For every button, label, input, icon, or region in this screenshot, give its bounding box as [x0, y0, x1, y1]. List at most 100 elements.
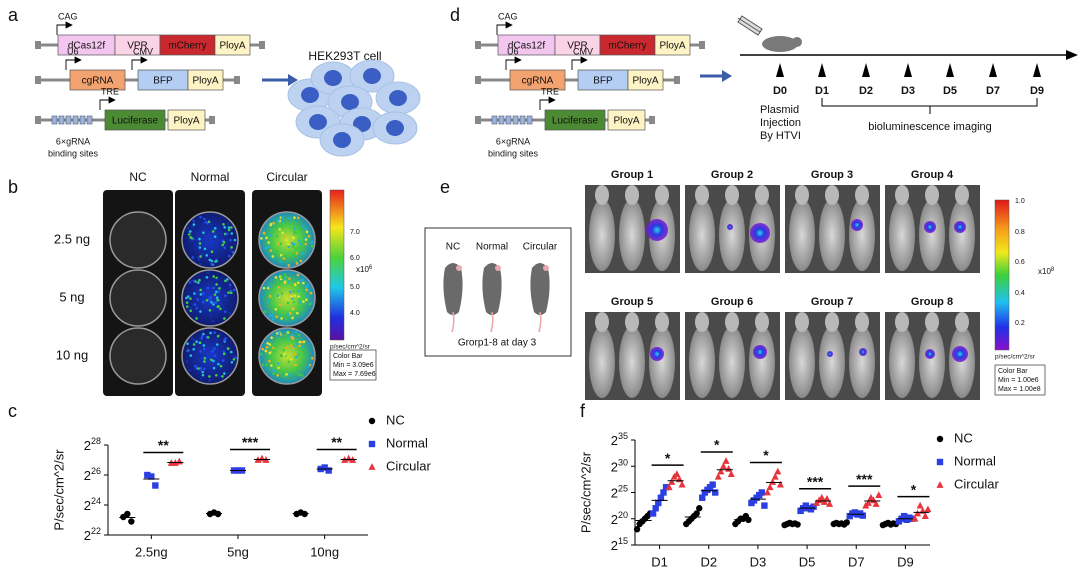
column-label: Circular [266, 170, 307, 184]
colorbar-box-line: Min = 3.09e6 [333, 362, 374, 369]
signal-speck [209, 223, 213, 226]
signal-speck [305, 230, 309, 234]
backbone-end [234, 76, 240, 84]
binding-site [58, 115, 65, 125]
bioluminescence-signal [650, 347, 664, 361]
signal-speck [196, 256, 200, 259]
gene-part-label: cgRNA [522, 76, 554, 87]
data-point [124, 510, 131, 518]
site-note: 6×gRNA [56, 136, 90, 146]
colorbar-tick: 0.8 [1015, 229, 1025, 236]
signal-speck [302, 225, 305, 228]
signal-speck [221, 243, 224, 247]
signal-speck [284, 275, 288, 279]
signal-speck [298, 340, 302, 344]
signal-speck [208, 298, 211, 301]
cartoon-mouse [530, 263, 550, 315]
data-point [660, 489, 667, 496]
cartoon-ear [456, 265, 462, 271]
signal-speck [213, 293, 217, 296]
signal-speck [299, 259, 303, 263]
signal-speck [227, 254, 231, 258]
group-label: Group 2 [711, 169, 753, 181]
signal-speck [192, 347, 196, 351]
signal-speck [195, 340, 198, 344]
well [258, 269, 316, 327]
data-point [900, 512, 908, 520]
signal-speck [294, 330, 298, 334]
signal-speck [219, 307, 222, 311]
bioluminescence-signal [924, 221, 936, 233]
promoter-arrow [505, 56, 522, 70]
colorbar-tick: 0.2 [1015, 320, 1025, 327]
signal-speck [216, 298, 219, 302]
signal-speck [311, 356, 314, 360]
flow-arrow-head [288, 74, 298, 86]
signal-speck [198, 242, 202, 245]
signal-speck [277, 366, 280, 370]
signal-speck [197, 258, 201, 262]
signal-speck [191, 256, 195, 259]
signal-speck [297, 281, 300, 285]
tick-exponent: 24 [91, 496, 101, 506]
signal-speck [259, 352, 263, 356]
data-point [727, 470, 735, 478]
mouse-body [789, 326, 815, 398]
signal-speck [192, 220, 195, 224]
signal-speck [287, 360, 290, 364]
signal-speck [265, 345, 269, 349]
signal-speck [285, 317, 288, 320]
mouse-head [925, 312, 939, 332]
bioluminescence-signal [851, 219, 863, 231]
x-tick-label: 2.5ng [135, 544, 168, 559]
signal-speck [307, 234, 311, 238]
signal-speck [272, 250, 276, 253]
signal-speck [305, 298, 308, 302]
inset-label: Circular [523, 242, 558, 253]
signal-speck [210, 259, 214, 263]
binding-site [512, 115, 519, 125]
signal-speck [205, 298, 209, 302]
data-point [696, 505, 703, 512]
nucleus [309, 114, 327, 130]
mouse-body [589, 199, 615, 271]
signal-speck [212, 366, 216, 370]
data-point [699, 494, 706, 501]
signal-speck [230, 246, 233, 249]
flow-arrow-head [722, 70, 732, 82]
signal-speck [185, 305, 189, 308]
mouse-body [849, 199, 875, 271]
timepoint-label: D2 [859, 85, 873, 97]
promoter-label: CAG [58, 11, 78, 21]
signal-speck [206, 336, 210, 339]
signal-speck [229, 286, 232, 289]
signal-speck [297, 246, 301, 249]
group-label: Group 5 [611, 296, 653, 308]
timepoint-marker [946, 63, 954, 77]
signal-speck [270, 336, 273, 340]
gene-part-label: mCherry [608, 41, 646, 52]
gene-part-label: PloyA [613, 116, 639, 127]
mouse-body [749, 326, 775, 398]
signal-speck [280, 276, 284, 279]
signal-speck [203, 357, 207, 360]
inset-label: Normal [476, 242, 508, 253]
signal-speck [189, 354, 193, 357]
data-point [870, 496, 878, 504]
data-point [916, 501, 924, 509]
tick-base: 2 [611, 433, 618, 448]
timepoint-label: D9 [1030, 85, 1044, 97]
gene-part [544, 109, 606, 131]
nucleus [363, 68, 381, 84]
binding-site [79, 115, 86, 125]
promoter-arrow [56, 21, 73, 35]
tick-base: 2 [611, 486, 618, 501]
y-tick-label: 220 [611, 510, 628, 527]
x-tick-label: D5 [799, 554, 816, 569]
significance-label: * [911, 481, 917, 497]
syringe [737, 15, 763, 36]
signal-speck [284, 238, 288, 242]
panel-label: a [8, 5, 19, 25]
data-point [652, 505, 659, 512]
x-tick-label: D1 [651, 554, 668, 569]
